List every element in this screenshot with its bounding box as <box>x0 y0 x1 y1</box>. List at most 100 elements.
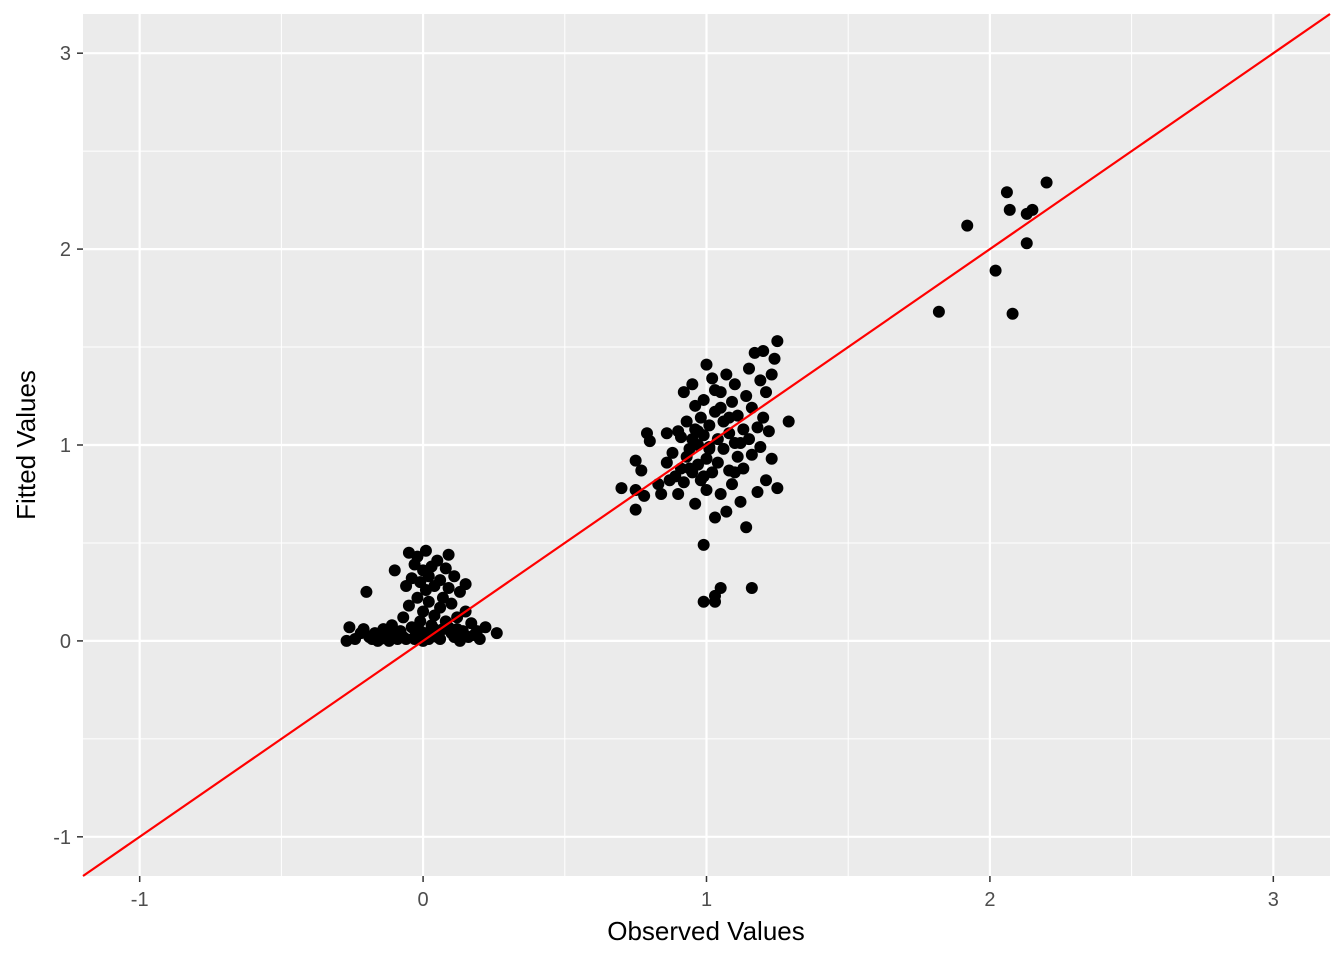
data-point <box>771 335 784 348</box>
data-point <box>448 570 461 583</box>
data-point <box>728 466 741 479</box>
data-point <box>771 482 784 495</box>
data-point <box>751 421 764 434</box>
data-point <box>740 390 753 403</box>
y-tick-label: -1 <box>53 827 71 849</box>
data-point <box>961 219 974 232</box>
data-point <box>709 384 722 397</box>
x-tick-label: 3 <box>1268 889 1279 911</box>
data-point <box>411 591 424 604</box>
data-point <box>629 503 642 516</box>
data-point <box>726 395 739 408</box>
data-point <box>453 634 466 647</box>
data-point <box>757 411 770 424</box>
data-point <box>726 478 739 491</box>
data-point <box>655 487 668 500</box>
data-point <box>714 487 727 500</box>
reference-line <box>82 13 1331 877</box>
y-axis-title: Fitted Values <box>11 370 41 520</box>
data-point <box>385 625 398 638</box>
data-point <box>366 632 379 645</box>
data-point <box>734 495 747 508</box>
data-point <box>697 538 710 551</box>
y-axis-ticks: -1 0 1 2 3 <box>53 43 83 849</box>
data-point <box>714 582 727 595</box>
data-point <box>479 621 492 634</box>
data-point <box>422 595 435 608</box>
x-axis-ticks: -1 0 1 2 3 <box>131 876 1279 911</box>
data-point <box>745 448 758 461</box>
y-tick-label: 0 <box>60 631 71 653</box>
data-point <box>680 415 693 428</box>
data-point <box>442 548 455 561</box>
data-points <box>340 176 1053 647</box>
data-point <box>677 476 690 489</box>
data-point <box>635 464 648 477</box>
data-point <box>459 578 472 591</box>
data-point <box>714 401 727 414</box>
data-point <box>762 425 775 438</box>
data-point <box>660 456 673 469</box>
data-point <box>643 435 656 448</box>
x-tick-label: 0 <box>418 889 429 911</box>
data-point <box>932 305 945 318</box>
data-point <box>989 264 1002 277</box>
y-tick-label: 1 <box>60 435 71 457</box>
data-point <box>765 368 778 381</box>
data-point <box>1020 237 1033 250</box>
data-point <box>765 452 778 465</box>
y-tick-label: 3 <box>60 43 71 65</box>
data-point <box>723 411 736 424</box>
data-point <box>768 352 781 365</box>
data-point <box>1040 176 1053 189</box>
data-point <box>343 621 356 634</box>
data-point <box>434 632 447 645</box>
data-point <box>660 427 673 440</box>
x-tick-label: -1 <box>131 889 149 911</box>
data-point <box>1026 203 1039 216</box>
data-point <box>689 399 702 412</box>
data-point <box>431 554 444 567</box>
data-point <box>411 550 424 563</box>
data-point <box>709 511 722 524</box>
data-point <box>751 486 764 499</box>
data-point <box>717 442 730 455</box>
x-tick-label: 2 <box>984 889 995 911</box>
data-point <box>734 437 747 450</box>
data-point <box>468 629 481 642</box>
data-point <box>666 446 679 459</box>
data-point <box>700 358 713 371</box>
data-point <box>697 393 710 406</box>
data-point <box>442 582 455 595</box>
data-point <box>434 601 447 614</box>
data-point <box>737 423 750 436</box>
data-point <box>402 599 415 612</box>
data-point <box>760 386 773 399</box>
data-point <box>417 605 430 618</box>
data-point <box>731 450 744 463</box>
data-point <box>782 415 795 428</box>
data-point <box>677 386 690 399</box>
data-point <box>672 487 685 500</box>
data-point <box>683 462 696 475</box>
data-point <box>720 368 733 381</box>
data-point <box>754 440 767 453</box>
x-tick-label: 1 <box>701 889 712 911</box>
data-point <box>728 378 741 391</box>
data-point <box>697 470 710 483</box>
data-point <box>414 615 427 628</box>
data-point <box>757 344 770 357</box>
data-point <box>388 564 401 577</box>
data-point <box>397 611 410 624</box>
data-point <box>615 482 628 495</box>
data-point <box>700 484 713 497</box>
data-point <box>697 595 710 608</box>
data-point <box>706 372 719 385</box>
data-point <box>638 489 651 502</box>
data-point <box>434 574 447 587</box>
data-point <box>686 433 699 446</box>
data-point <box>703 419 716 432</box>
x-axis-title: Observed Values <box>607 916 805 946</box>
data-point <box>760 474 773 487</box>
